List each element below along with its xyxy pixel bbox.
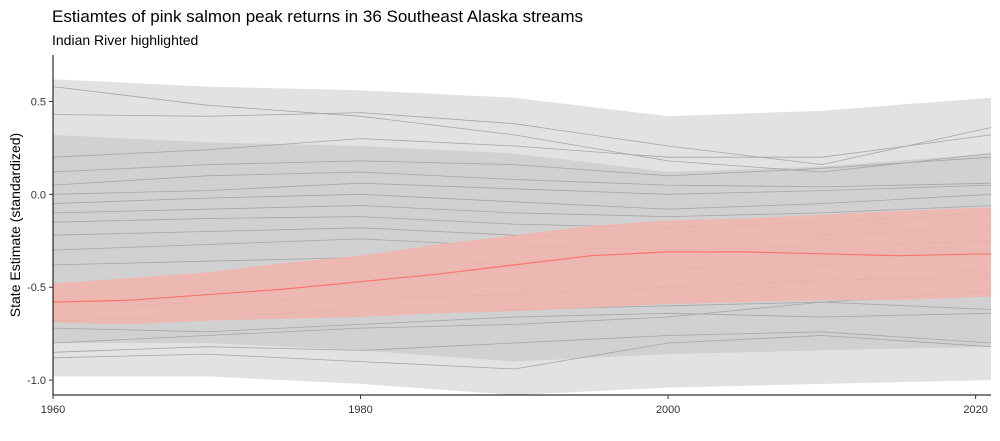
y-tick-label: 0.0: [31, 189, 46, 201]
background-series-line: [52, 331, 992, 353]
x-tick-label: 2000: [656, 404, 680, 416]
background-series-line: [52, 134, 992, 158]
background-series-line: [52, 312, 992, 333]
background-series-line: [52, 86, 992, 173]
y-axis-label: State Estimate (standardized): [7, 133, 23, 317]
background-series-line: [52, 112, 992, 166]
axes: 0.5 0.0 -0.5 -1.0 1960 1980 2000 2020: [27, 55, 991, 416]
x-tick-label: 1960: [41, 404, 65, 416]
y-tick-label: -0.5: [27, 282, 46, 294]
x-tick-label: 2020: [963, 404, 987, 416]
background-series-line: [52, 205, 992, 218]
background-series-line: [52, 335, 992, 370]
background-series-line: [52, 193, 992, 210]
highlight-group: [52, 207, 992, 325]
chart-subtitle: Indian River highlighted: [52, 32, 199, 48]
chart-title: Estiamtes of pink salmon peak returns in…: [52, 7, 584, 26]
background-series-line: [52, 290, 992, 344]
y-tick-label: 0.5: [31, 96, 46, 108]
background-series-line: [52, 171, 992, 188]
background-series-line: [52, 182, 992, 195]
highlight-band: [53, 207, 991, 325]
y-tick-label: -1.0: [27, 375, 46, 387]
x-tick-label: 1980: [348, 404, 372, 416]
highlight-series-line: [52, 251, 992, 303]
background-series-line: [52, 156, 992, 177]
